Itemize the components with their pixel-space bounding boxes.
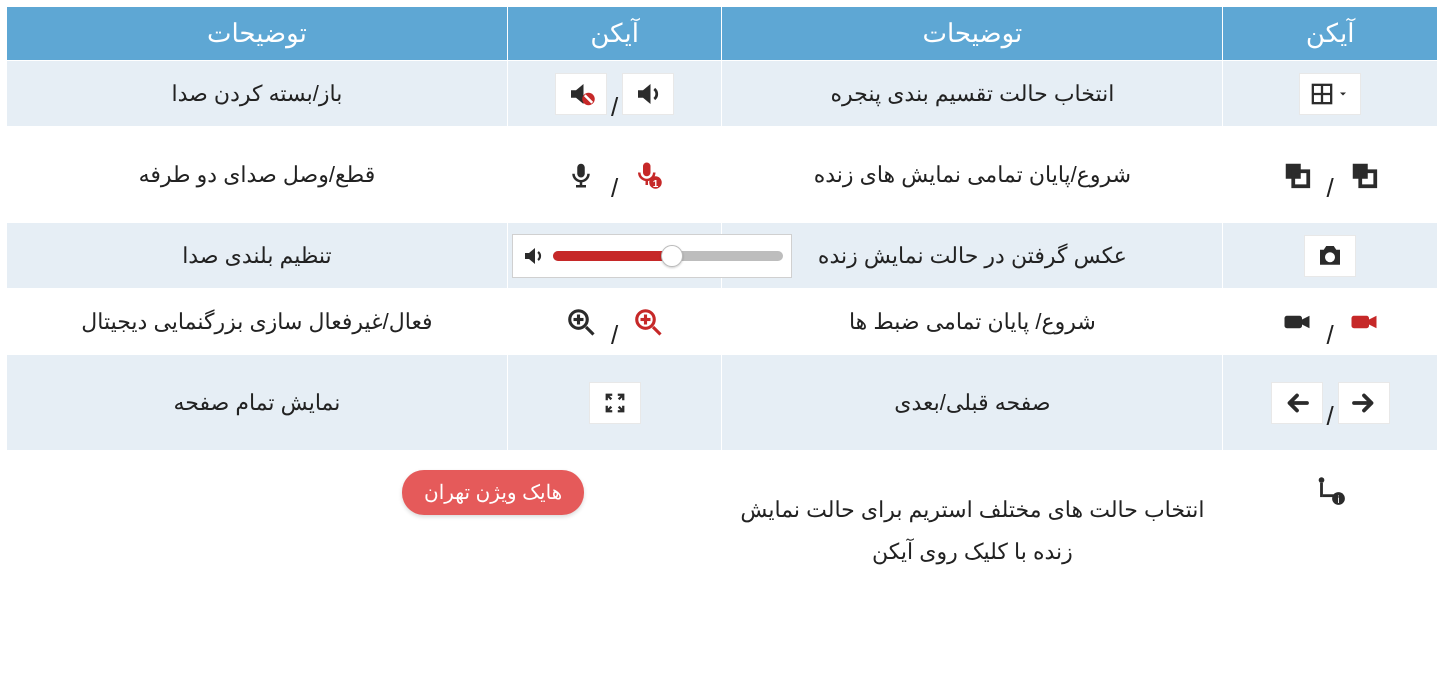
header-desc-right: توضیحات — [722, 7, 1223, 61]
desc-capture: عکس گرفتن در حالت نمایش زنده — [722, 223, 1223, 289]
prev-page-icon[interactable] — [1271, 382, 1323, 424]
camera-icon[interactable] — [1304, 235, 1356, 277]
record-off-icon[interactable] — [1271, 301, 1323, 343]
zoom-off-icon[interactable] — [555, 301, 607, 343]
desc-start-stop-live: شروع/پایان تمامی نمایش های زنده — [722, 127, 1223, 223]
multi-window-on-icon[interactable] — [1338, 154, 1390, 196]
icon-cell-audio-open-close: / — [507, 61, 722, 127]
icon-cell-fullscreen — [507, 355, 722, 451]
separator: / — [611, 183, 618, 193]
record-on-icon[interactable] — [1338, 301, 1390, 343]
header-desc-left: توضیحات — [7, 7, 508, 61]
icon-reference-table: توضیحات آیکن توضیحات آیکن باز/بسته کردن … — [6, 6, 1438, 611]
mic-active-icon[interactable] — [622, 154, 674, 196]
desc-fullscreen: نمایش تمام صفحه — [7, 355, 508, 451]
fullscreen-icon[interactable] — [589, 382, 641, 424]
icon-cell-capture — [1223, 223, 1438, 289]
icon-cell-stream-select — [1223, 451, 1438, 611]
desc-audio-open-close: باز/بسته کردن صدا — [7, 61, 508, 127]
icon-cell-window-split — [1223, 61, 1438, 127]
next-page-icon[interactable] — [1338, 382, 1390, 424]
icon-cell-two-way-audio: / — [507, 127, 722, 223]
icon-cell-volume-adjust — [507, 223, 722, 289]
stream-info-icon[interactable] — [1304, 469, 1356, 511]
separator: / — [1327, 411, 1334, 421]
icon-cell-prev-next-page: / — [1223, 355, 1438, 451]
separator: / — [611, 102, 618, 112]
icon-cell-digital-zoom: / — [507, 289, 722, 355]
header-icon-right: آیکن — [1223, 7, 1438, 61]
volume-muted-icon[interactable] — [555, 73, 607, 115]
separator: / — [611, 330, 618, 340]
zoom-on-icon[interactable] — [622, 301, 674, 343]
desc-stream-select: انتخاب حالت های مختلف استریم برای حالت ن… — [722, 451, 1223, 611]
icon-cell-start-stop-live: / — [1223, 127, 1438, 223]
window-split-icon[interactable] — [1299, 73, 1361, 115]
icon-cell-start-stop-record: / — [1223, 289, 1438, 355]
separator: / — [1327, 330, 1334, 340]
volume-slider-fill — [553, 251, 673, 261]
watermark-badge: هایک ویژن تهران — [402, 470, 584, 515]
volume-slider-thumb[interactable] — [661, 245, 683, 267]
desc-window-split: انتخاب حالت تقسیم بندی پنجره — [722, 61, 1223, 127]
desc-prev-next-page: صفحه قبلی/بعدی — [722, 355, 1223, 451]
header-icon-left: آیکن — [507, 7, 722, 61]
mic-icon[interactable] — [555, 154, 607, 196]
desc-digital-zoom: فعال/غیرفعال سازی بزرگنمایی دیجیتال — [7, 289, 508, 355]
multi-window-off-icon[interactable] — [1271, 154, 1323, 196]
volume-slider[interactable] — [512, 234, 792, 278]
desc-start-stop-record: شروع/ پایان تمامی ضبط ها — [722, 289, 1223, 355]
desc-two-way-audio: قطع/وصل صدای دو طرفه — [7, 127, 508, 223]
volume-icon[interactable] — [622, 73, 674, 115]
desc-volume-adjust: تنظیم بلندی صدا — [7, 223, 508, 289]
separator: / — [1327, 183, 1334, 193]
